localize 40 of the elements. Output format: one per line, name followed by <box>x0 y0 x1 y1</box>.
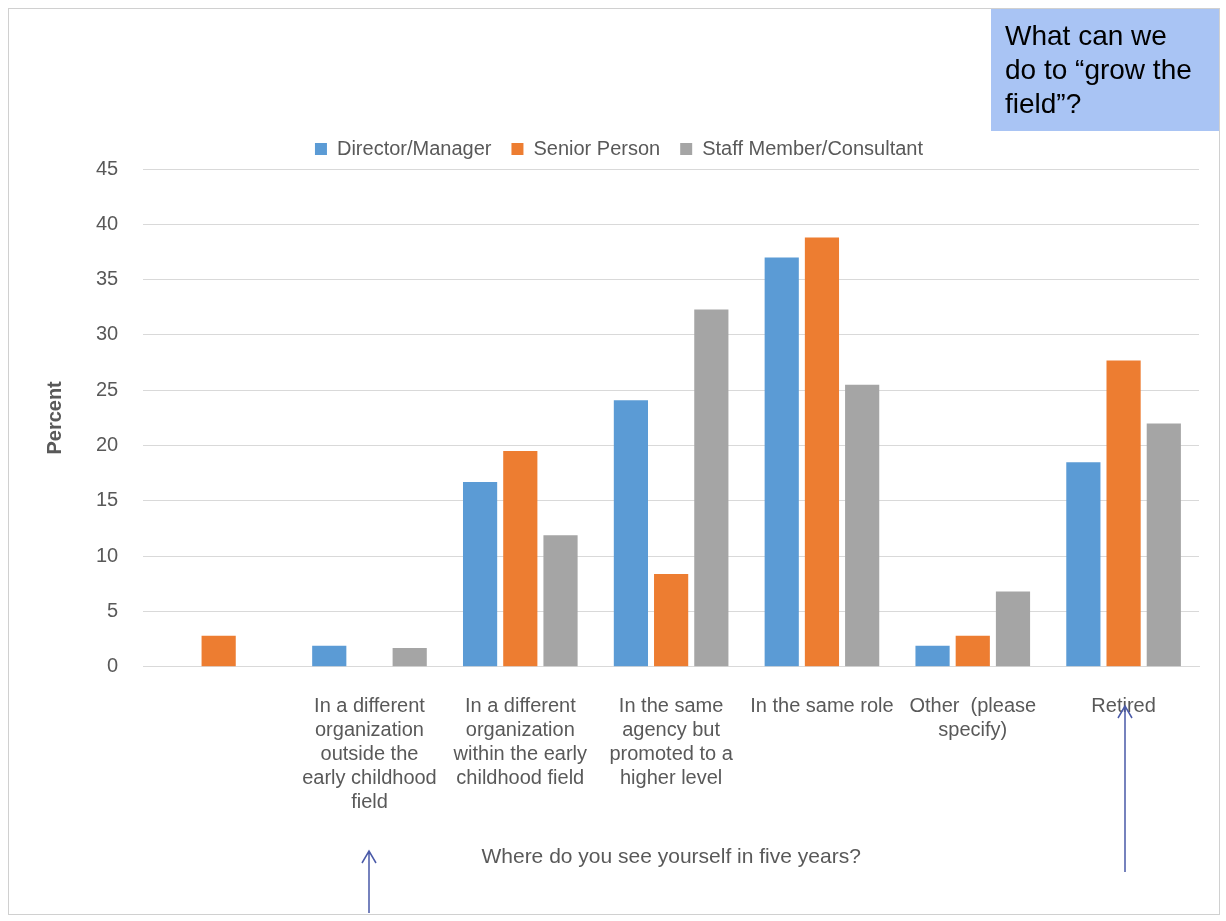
bar <box>915 645 950 667</box>
bar <box>694 309 729 667</box>
bar <box>995 591 1031 667</box>
y-tick-label: 10 <box>96 543 119 566</box>
bar <box>462 482 498 667</box>
x-tick-label: In a different organization outside the early childhood field <box>302 694 437 813</box>
bar <box>543 535 578 667</box>
legend-label: Director/Manager <box>336 136 492 159</box>
bar <box>804 237 840 667</box>
y-tick-label: 5 <box>107 599 119 621</box>
x-tick-label: Other (please specify) <box>909 694 1037 741</box>
bar <box>503 451 538 667</box>
y-tick-label: 25 <box>96 377 119 400</box>
x-tick-label: In the same role <box>750 694 894 717</box>
bar <box>201 635 236 667</box>
x-tick-label: In the same agency but promoted to a higher level <box>609 694 734 789</box>
text: What can we do to “grow the field”? <box>991 9 1219 131</box>
y-axis-title: Percent <box>42 380 65 455</box>
legend-label: Senior Person <box>533 136 661 159</box>
bar <box>613 400 648 667</box>
y-tick-label: 30 <box>96 322 119 345</box>
bar <box>1106 360 1141 667</box>
bar <box>764 257 799 667</box>
y-tick-label: 40 <box>96 211 119 234</box>
y-tick-label: 20 <box>96 433 119 456</box>
bar <box>955 635 990 667</box>
y-tick-label: 35 <box>96 267 119 290</box>
y-tick-label: 45 <box>96 156 119 179</box>
x-tick-label: In a different organization within the early childhood field <box>452 694 587 789</box>
y-tick-label: 15 <box>96 488 119 511</box>
x-axis-title: Where do you see yourself in five years? <box>481 844 861 868</box>
bar <box>1146 423 1181 667</box>
bar <box>845 384 880 667</box>
y-tick-label: 0 <box>107 654 119 677</box>
bar <box>1066 462 1101 667</box>
bar <box>392 647 427 667</box>
bar <box>312 645 347 667</box>
bar <box>654 573 689 667</box>
legend-label: Staff Member/Consultant <box>702 136 924 159</box>
x-tick-label: Retired <box>1091 694 1156 717</box>
